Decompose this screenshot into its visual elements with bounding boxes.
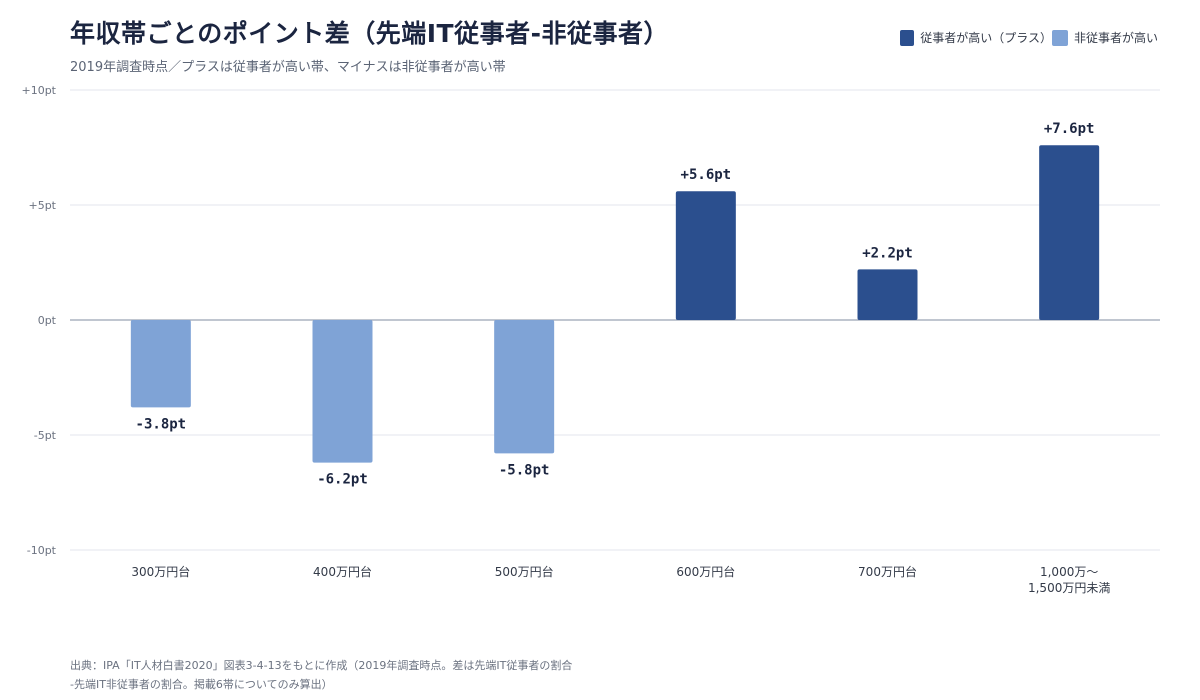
x-category-label: 1,500万円未満	[1028, 581, 1110, 595]
data-label: -3.8pt	[136, 416, 187, 432]
data-label: +7.6pt	[1044, 121, 1095, 137]
legend-swatch-positive	[900, 29, 915, 46]
legend-label-positive: 従事者が高い（プラス）	[920, 31, 1052, 45]
y-tick-label: 0pt	[38, 314, 57, 327]
x-category-label: 300万円台	[131, 564, 190, 579]
y-tick-label: -10pt	[27, 544, 57, 557]
bar-positive	[1039, 145, 1100, 320]
y-tick-label: +10pt	[21, 84, 56, 97]
legend-item-negative: 非従事者が高い	[1052, 29, 1158, 46]
bar-negative	[494, 320, 555, 454]
bar-positive	[857, 269, 918, 320]
y-tick-label: -5pt	[34, 429, 57, 442]
x-category-label: 600万円台	[676, 564, 735, 579]
bar-negative	[130, 320, 191, 408]
footer-line-2: -先端IT非従事者の割合。掲載6帯についてのみ算出）	[70, 678, 333, 691]
x-category-label: 500万円台	[495, 564, 554, 579]
x-category-label: 700万円台	[858, 564, 917, 579]
x-category-label: 400万円台	[313, 564, 372, 579]
chart-footer: 出典：IPA「IT人材白書2020」図表3-4-13をもとに作成（2019年調査…	[70, 656, 572, 694]
bar-negative	[312, 320, 373, 463]
chart-subtitle: 2019年調査時点／プラスは従事者が高い帯、マイナスは非従事者が高い帯	[70, 60, 506, 75]
footer-line-1: 出典：IPA「IT人材白書2020」図表3-4-13をもとに作成（2019年調査…	[70, 659, 573, 672]
x-category-label: 1,000万～	[1040, 565, 1098, 579]
y-tick-label: +5pt	[28, 199, 56, 212]
data-label: -5.8pt	[499, 462, 550, 478]
data-label: +5.6pt	[681, 167, 732, 183]
data-label: -6.2pt	[317, 472, 368, 488]
data-label: +2.2pt	[862, 245, 913, 261]
legend-item-positive: 従事者が高い（プラス）	[900, 29, 1052, 46]
legend-label-negative: 非従事者が高い	[1074, 31, 1159, 45]
bar-positive	[675, 191, 736, 320]
chart-title: 年収帯ごとのポイント差（先端IT従事者-非従事者）	[70, 19, 669, 48]
bar-chart: +10pt +5pt 0pt -5pt -10pt -3.8pt 300万円台 -6.2pt 4…	[21, 84, 1160, 595]
legend-swatch-negative	[1052, 29, 1068, 46]
